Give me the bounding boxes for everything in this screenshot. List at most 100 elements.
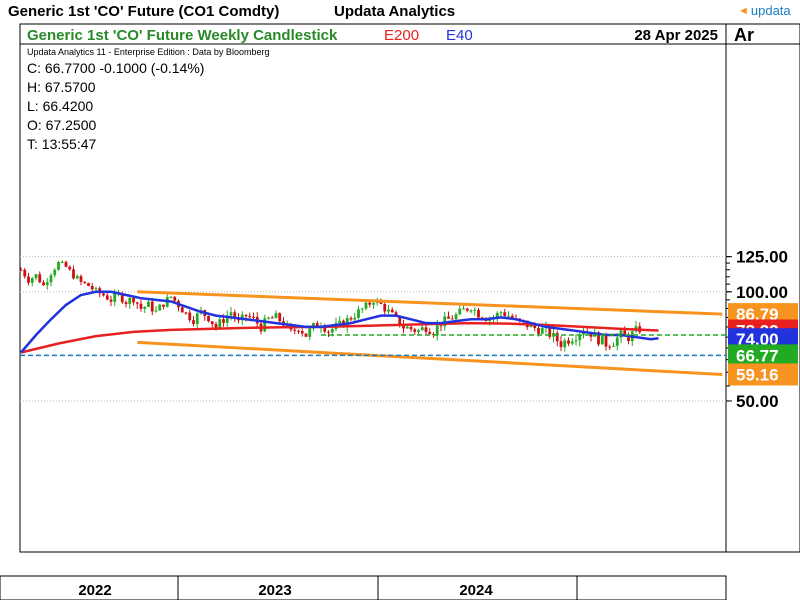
candle-body — [72, 269, 75, 279]
candle-body — [627, 334, 630, 342]
candle-body — [87, 282, 90, 286]
candle-body — [597, 332, 600, 345]
candle-body — [503, 312, 507, 316]
candle-body — [184, 312, 188, 314]
candle-body — [574, 340, 578, 342]
candle-body — [349, 318, 353, 320]
updata-logo: ◄ updata — [738, 3, 791, 18]
candle-body — [180, 307, 184, 313]
candle-body — [252, 316, 255, 318]
candle-body — [360, 308, 364, 310]
y-tick-label: 100.00 — [736, 283, 788, 302]
candle-body — [570, 341, 574, 344]
x-tick-label: 2024 — [459, 582, 493, 599]
chart-title: Generic 1st 'CO' Future Weekly Candlesti… — [27, 27, 338, 44]
vendor-name: Updata Analytics — [334, 3, 456, 20]
candle-body — [214, 323, 218, 328]
candle-body — [604, 336, 608, 347]
candle-body — [30, 278, 34, 283]
candle-body — [555, 332, 559, 342]
candle-body — [195, 313, 199, 324]
candle-body — [330, 328, 334, 333]
candle-body — [315, 323, 319, 328]
candle-body — [143, 306, 147, 309]
candle-body — [267, 317, 270, 319]
candle-body — [402, 325, 405, 329]
candle-body — [353, 317, 357, 320]
candle-body — [105, 295, 109, 300]
candle-body — [417, 330, 420, 332]
candle-body — [135, 302, 139, 304]
candle-body — [210, 321, 214, 324]
candle-body — [454, 314, 458, 320]
candle-body — [507, 315, 510, 317]
candle-body — [439, 325, 443, 327]
candle-body — [263, 318, 267, 332]
candle-body — [109, 299, 113, 302]
candle-body — [510, 315, 514, 319]
candle-body — [162, 304, 165, 307]
candle-body — [424, 327, 428, 332]
candle-body — [244, 314, 248, 317]
candle-body — [225, 315, 229, 323]
candle-body — [533, 324, 537, 328]
price-tag — [728, 344, 798, 367]
candle-body — [323, 326, 327, 332]
candle-body — [462, 308, 465, 310]
candle-body — [357, 309, 360, 318]
candle-body — [19, 269, 23, 271]
logo-mark-icon: ◄ — [738, 4, 749, 17]
candle-body — [120, 293, 124, 303]
price-tag-label: 86.79 — [736, 305, 779, 324]
candle-body — [559, 341, 563, 348]
candle-body — [192, 320, 195, 324]
x-axis: 2022 2023 2024 — [78, 576, 578, 600]
candle-body — [383, 303, 387, 312]
axis-tag: Ar — [734, 25, 754, 45]
candle-body — [218, 319, 222, 328]
channel-bottom-line — [137, 340, 723, 376]
candle-body — [229, 312, 233, 316]
x-tick-label: 2023 — [258, 582, 291, 599]
candle-body — [563, 340, 567, 348]
time-readout: T: 13:55:47 — [27, 136, 96, 152]
close-readout: C: 66.7700 -0.1000 (-0.14%) — [27, 60, 204, 76]
candle-body — [600, 336, 604, 345]
candle-body — [240, 314, 244, 321]
e40-line — [20, 290, 659, 354]
candle-body — [499, 312, 503, 314]
candle-body — [608, 346, 612, 348]
candle-body — [394, 312, 398, 316]
candle-body — [128, 297, 132, 304]
candle-body — [495, 313, 499, 318]
candle-body — [567, 340, 570, 344]
price-tag-label: 59.16 — [736, 365, 779, 384]
candle-body — [578, 334, 582, 341]
candle-body — [233, 312, 237, 319]
e200-line — [20, 321, 659, 354]
candle-body — [623, 330, 627, 335]
candle-body — [169, 296, 173, 298]
candle-body — [420, 327, 424, 331]
chart-subtitle: Updata Analytics 11 - Enterprise Edition… — [27, 47, 269, 57]
candle-body — [102, 293, 105, 296]
candle-body — [372, 303, 375, 305]
y-tick-label: 50.00 — [736, 392, 779, 411]
candle-body — [364, 302, 368, 309]
candle-body — [458, 308, 462, 315]
candle-body — [540, 327, 544, 334]
candle-body — [387, 309, 390, 312]
candle-body — [465, 308, 469, 311]
candle-body — [529, 324, 533, 328]
candle-body — [589, 331, 593, 337]
candle-body — [278, 313, 282, 322]
candle-body — [60, 261, 64, 263]
window-title: Generic 1st 'CO' Future (CO1 Comdty) — [8, 3, 280, 20]
candle-body — [548, 326, 552, 337]
chart-date: 28 Apr 2025 — [634, 27, 718, 44]
candle-body — [338, 320, 342, 324]
high-readout: H: 67.5700 — [27, 79, 96, 95]
candle-body — [45, 282, 49, 286]
